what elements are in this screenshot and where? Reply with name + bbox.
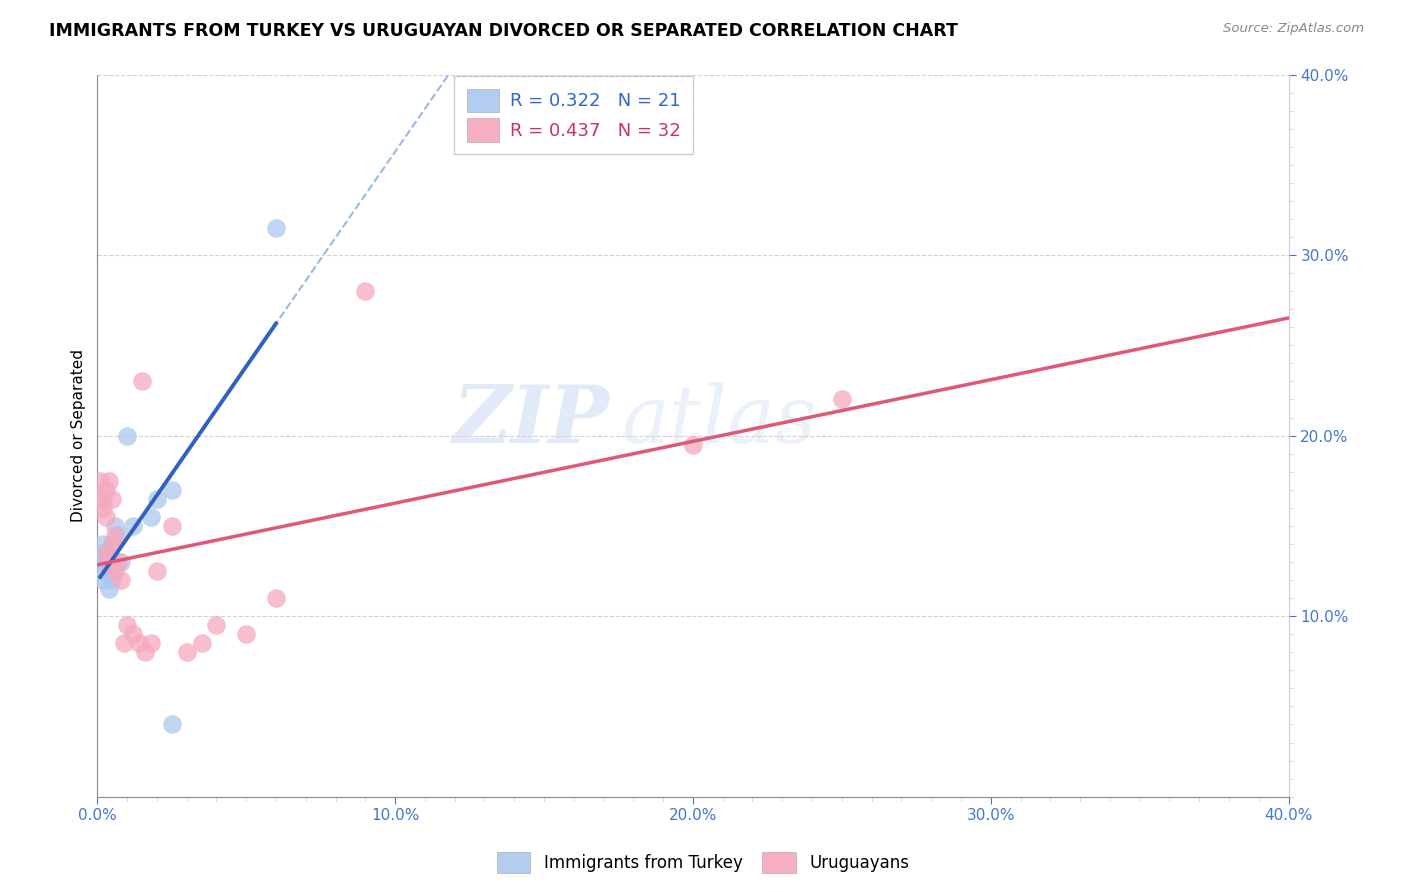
Point	[98, 582, 121, 596]
Point	[107, 528, 129, 542]
Point	[831, 392, 853, 407]
Point	[91, 537, 114, 551]
Legend: R = 0.322   N = 21, R = 0.437   N = 32: R = 0.322 N = 21, R = 0.437 N = 32	[454, 77, 693, 154]
Point	[112, 636, 135, 650]
Point	[110, 573, 132, 587]
Point	[160, 717, 183, 731]
Point	[101, 537, 124, 551]
Point	[89, 546, 111, 560]
Point	[131, 375, 153, 389]
Point	[89, 555, 111, 569]
Text: atlas: atlas	[621, 383, 817, 460]
Point	[160, 519, 183, 533]
Point	[115, 618, 138, 632]
Point	[104, 519, 127, 533]
Text: Source: ZipAtlas.com: Source: ZipAtlas.com	[1223, 22, 1364, 36]
Point	[96, 546, 118, 560]
Point	[139, 636, 162, 650]
Point	[101, 573, 124, 587]
Text: IMMIGRANTS FROM TURKEY VS URUGUAYAN DIVORCED OR SEPARATED CORRELATION CHART: IMMIGRANTS FROM TURKEY VS URUGUAYAN DIVO…	[49, 22, 957, 40]
Point	[101, 491, 124, 506]
Point	[264, 591, 287, 605]
Point	[96, 509, 118, 524]
Point	[176, 645, 198, 659]
Point	[235, 627, 257, 641]
Text: ZIP: ZIP	[453, 383, 610, 460]
Point	[89, 474, 111, 488]
Point	[122, 627, 145, 641]
Point	[122, 519, 145, 533]
Point	[91, 491, 114, 506]
Y-axis label: Divorced or Separated: Divorced or Separated	[72, 349, 86, 522]
Point	[160, 483, 183, 497]
Point	[91, 500, 114, 515]
Point	[104, 528, 127, 542]
Point	[110, 555, 132, 569]
Point	[146, 564, 169, 578]
Point	[205, 618, 228, 632]
Point	[128, 636, 150, 650]
Point	[264, 221, 287, 235]
Point	[96, 555, 118, 569]
Point	[101, 537, 124, 551]
Point	[91, 573, 114, 587]
Point	[89, 491, 111, 506]
Point	[190, 636, 212, 650]
Legend: Immigrants from Turkey, Uruguayans: Immigrants from Turkey, Uruguayans	[491, 846, 915, 880]
Point	[139, 509, 162, 524]
Point	[96, 483, 118, 497]
Point	[354, 284, 377, 298]
Point	[98, 474, 121, 488]
Point	[115, 428, 138, 442]
Point	[107, 555, 129, 569]
Point	[98, 564, 121, 578]
Point	[146, 491, 169, 506]
Point	[104, 564, 127, 578]
Point	[682, 437, 704, 451]
Point	[98, 555, 121, 569]
Point	[89, 564, 111, 578]
Point	[134, 645, 156, 659]
Point	[96, 546, 118, 560]
